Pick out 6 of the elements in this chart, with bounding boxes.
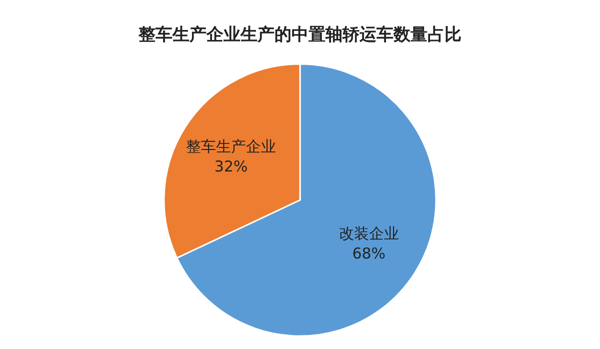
slice-label: 整车生产企业 bbox=[186, 137, 276, 156]
pie-slice bbox=[164, 63, 301, 259]
data-label: 32% bbox=[214, 157, 248, 176]
slice-label: 改装企业 bbox=[338, 224, 399, 243]
chart-title: 整车生产企业生产的中置轴轿运车数量占比 bbox=[138, 25, 462, 45]
data-label: 68% bbox=[352, 244, 386, 263]
